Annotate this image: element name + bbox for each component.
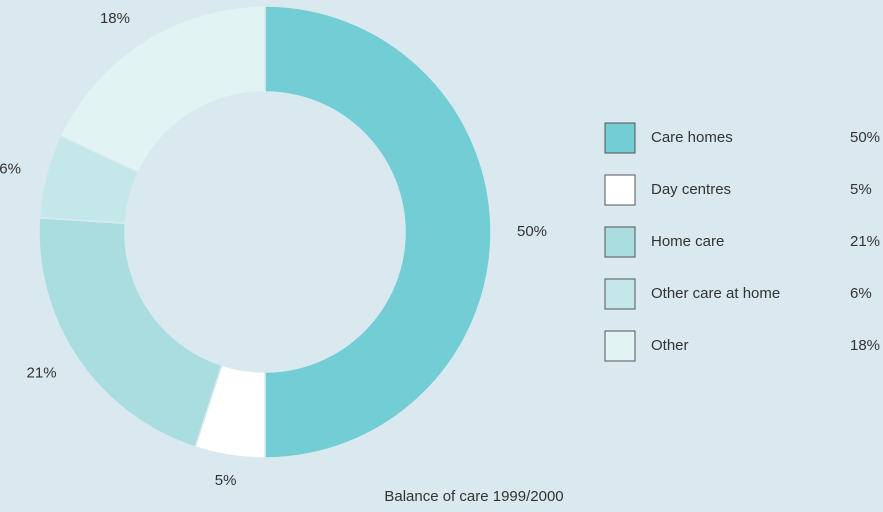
legend-swatch: [604, 330, 636, 362]
chart-title: Balance of care 1999/2000: [384, 488, 563, 505]
legend-swatch: [604, 226, 636, 258]
legend-value: 21%: [850, 233, 880, 250]
legend-label: Home care: [651, 233, 724, 250]
legend-value: 6%: [850, 285, 872, 302]
legend-label: Care homes: [651, 129, 733, 146]
data-label: 18%: [100, 10, 130, 27]
legend-swatch: [604, 278, 636, 310]
legend-label: Other: [651, 337, 689, 354]
legend-value: 5%: [850, 181, 872, 198]
data-label: 6%: [0, 160, 21, 177]
donut-segment: [59, 5, 266, 174]
donut-segment: [264, 5, 492, 459]
legend-value: 18%: [850, 337, 880, 354]
legend-label: Other care at home: [651, 285, 780, 302]
legend-swatch: [604, 122, 636, 154]
legend-swatch: [604, 174, 636, 206]
data-label: 50%: [517, 223, 547, 240]
data-label: 5%: [215, 472, 237, 489]
legend-label: Day centres: [651, 181, 731, 198]
data-label: 21%: [27, 365, 57, 382]
donut-segment: [38, 217, 223, 448]
legend-value: 50%: [850, 129, 880, 146]
